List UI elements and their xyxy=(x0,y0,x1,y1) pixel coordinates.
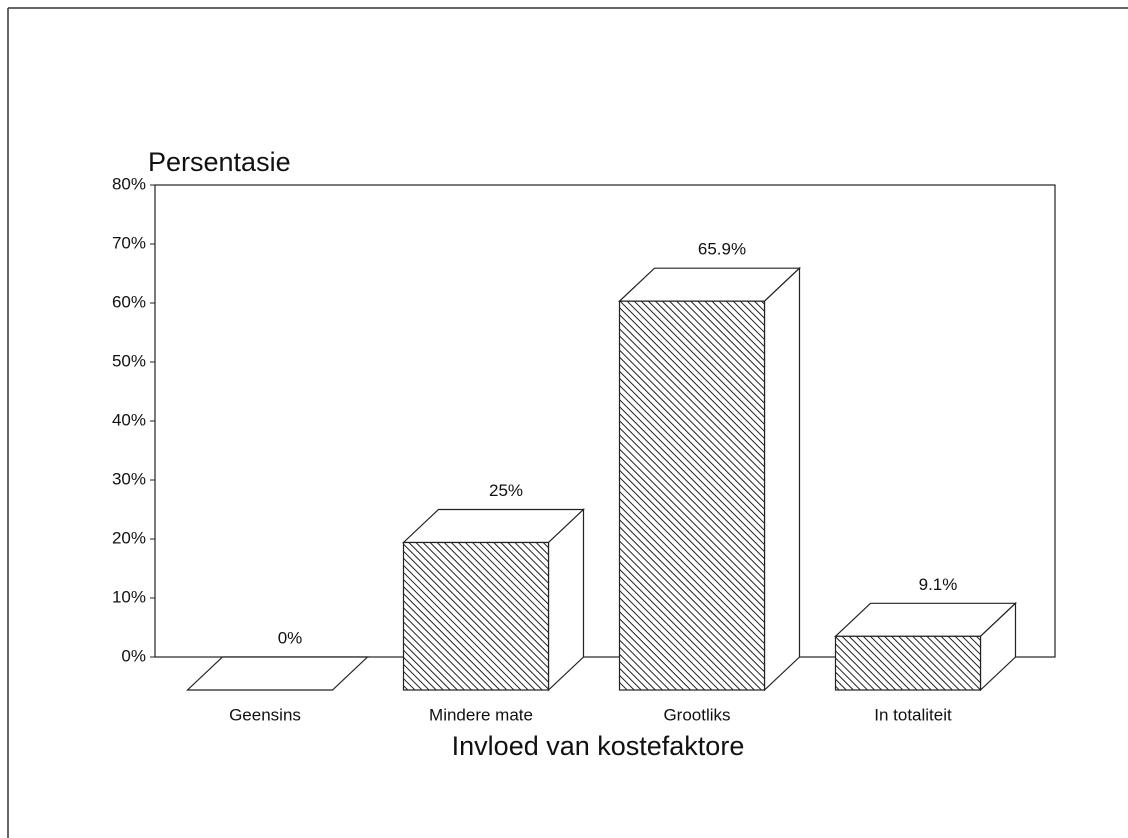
y-tick-label: 50% xyxy=(112,351,146,370)
x-tick-label: Mindere mate xyxy=(429,705,533,724)
y-tick-label: 70% xyxy=(112,233,146,252)
y-tick-label: 10% xyxy=(112,587,146,606)
bar-top xyxy=(185,656,370,691)
value-label: 65.9% xyxy=(698,240,746,259)
x-tick-label: Grootliks xyxy=(663,705,730,724)
bar xyxy=(618,300,766,691)
y-tick-label: 30% xyxy=(112,469,146,488)
y-tick-label: 20% xyxy=(112,528,146,547)
value-label: 25% xyxy=(489,481,523,500)
x-axis-title: Invloed van kostefaktore xyxy=(452,731,745,761)
y-tick-label: 0% xyxy=(121,646,146,665)
y-tick-label: 40% xyxy=(112,410,146,429)
y-axis-title: Persentasie xyxy=(148,147,291,177)
bar xyxy=(402,541,550,691)
bar-side xyxy=(763,266,801,692)
bar xyxy=(834,635,982,691)
x-tick-label: In totaliteit xyxy=(874,705,952,724)
y-tick-label: 80% xyxy=(112,174,146,193)
value-label: 0% xyxy=(278,628,303,647)
value-label: 9.1% xyxy=(919,575,958,594)
x-tick-label: Geensins xyxy=(229,705,301,724)
y-tick-label: 60% xyxy=(112,292,146,311)
